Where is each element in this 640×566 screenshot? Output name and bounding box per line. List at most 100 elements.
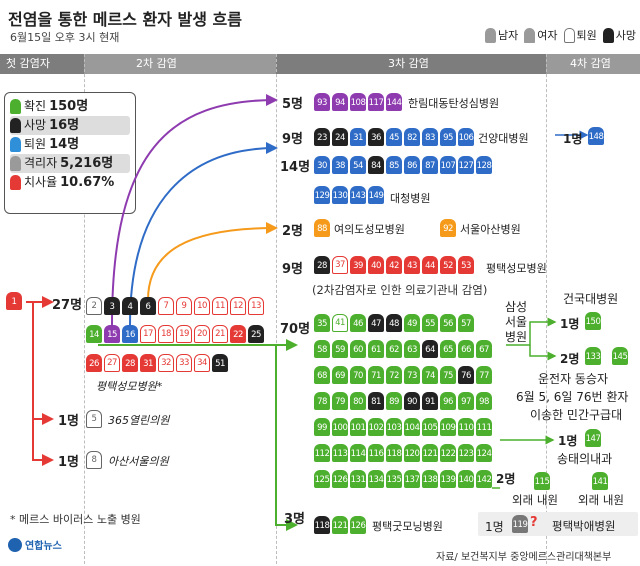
male-figure-icon [485,27,496,43]
patient-figure: 52 [440,256,456,274]
fatality-figure-icon [10,175,21,190]
daecheong-count: 14명 [280,160,311,175]
patient-figure: 20 [194,325,210,343]
patient-figure: 149 [368,186,384,204]
stage-divider [84,54,85,564]
legend: 남자 여자 퇴원 사망 [485,27,636,43]
female-figure-icon [524,27,536,43]
patient-figure: 121 [422,444,438,462]
patient-figure: 3 [104,297,120,315]
patient-figure: 23 [314,128,330,146]
patient-figure: 37 [332,256,348,274]
patient-figure: 68 [314,366,330,384]
patient-figure: 96 [440,392,456,410]
patient-figure: 78 [314,392,330,410]
patient-figure: 31 [350,128,366,146]
patient-figure: 74 [422,366,438,384]
pyeongtaek-bak-count: 1명 [485,520,504,534]
hospital-label: 아산서울의원 [108,455,169,468]
page-title: 전염을 통한 메르스 환자 발생 흐름 [8,10,242,29]
stage-third-bg [276,54,546,74]
patient-figure: 103 [386,418,402,436]
patient-figure: 119 [512,515,528,533]
patient-figure: 44 [422,256,438,274]
patient-figure: 95 [440,128,456,146]
patient-figure: 108 [350,93,366,111]
patient-figure: 116 [368,444,384,462]
patient-figure: 15 [104,325,120,343]
patient-figure: 17 [140,325,156,343]
pyeongtaek-count: 9명 [282,262,304,277]
patient-figure: 80 [350,392,366,410]
patient-figure: 5 [86,410,102,428]
patient-figure: 30 [314,156,330,174]
patient-figure: 126 [332,470,348,488]
driver-label-2: 6월 5, 6일 76번 환자 [516,390,629,404]
patient-figure: 115 [534,472,550,490]
secondary-hospital: 평택성모병원* [96,380,163,393]
songtaek-hospital: 송태의내과 [557,452,613,466]
patient-figure: 83 [422,128,438,146]
patient-figure: 13 [248,297,264,315]
discharged-figure-icon [10,137,21,152]
patient-figure: 41 [332,314,348,332]
deceased-figure-icon [10,118,21,133]
patient-figure: 2 [86,297,102,315]
daecheong-hospital: 대청병원 [390,192,431,205]
konkuk-hospital: 건국대병원 [563,292,619,306]
patient-figure: 118 [386,444,402,462]
patient-figure: 91 [422,392,438,410]
patient-figure: 69 [332,366,348,384]
patient-figure: 87 [422,156,438,174]
patient-figure: 128 [476,156,492,174]
question-mark-icon: ? [530,515,538,530]
patient-figure: 71 [368,366,384,384]
asterisk-note: * 메르스 바이러스 노출 병원 [10,513,141,526]
outpatient-label-2: 외래 내원 [578,493,624,507]
legend-female: 여자 [524,27,558,43]
patient-figure: 16 [122,325,138,343]
other-secondary-count: 1명 [58,455,80,470]
patient-figure: 107 [440,156,456,174]
patient-figure: 40 [368,256,384,274]
patient-figure: 90 [404,392,420,410]
patient-figure: 39 [350,256,366,274]
patient-figure: 120 [404,444,420,462]
patient-figure: 56 [440,314,456,332]
patient-figure: 77 [476,366,492,384]
patient-figure: 113 [332,444,348,462]
patient-figure: 138 [422,470,438,488]
patient-figure: 10 [194,297,210,315]
asan-hospital: 서울아산병원 [460,223,521,236]
patient-figure: 65 [440,340,456,358]
goodmorning-hospital: 평택굿모닝병원 [372,520,443,533]
stat-isolated: 격리자 5,216명 [10,154,130,173]
patient-figure: 88 [314,219,330,237]
patient-figure: 42 [386,256,402,274]
patient-figure: 106 [458,128,474,146]
stage-divider [546,54,547,564]
konyang-hospital: 건양대병원 [478,132,529,145]
stat-discharged: 퇴원 14명 [10,135,130,154]
patient-figure: 139 [440,470,456,488]
konyang-next-count: 1명 [563,132,583,146]
patient-figure: 28 [122,354,138,372]
patient-figure: 47 [368,314,384,332]
konkuk-count: 1명 [560,317,580,331]
patient-figure: 28 [314,256,330,274]
pyeongtaek-bak-hospital: 평택박애병원 [552,519,616,533]
patient-figure: 45 [386,128,402,146]
pyeongtaek-note: (2차감염자로 인한 의료기관내 감염) [312,283,488,297]
secondary-count: 27명 [52,298,83,313]
patient-figure: 60 [350,340,366,358]
patient-figure: 11 [212,297,228,315]
patient-figure: 142 [476,470,492,488]
legend-deceased: 사망 [602,27,636,43]
patient-figure: 55 [422,314,438,332]
agency-logo-icon [8,537,22,552]
patient-figure: 94 [332,93,348,111]
patient-figure: 112 [314,444,330,462]
hallym-count: 5명 [282,97,304,112]
stage-fourth: 4차 감염 [570,57,611,70]
patient-figure: 62 [386,340,402,358]
